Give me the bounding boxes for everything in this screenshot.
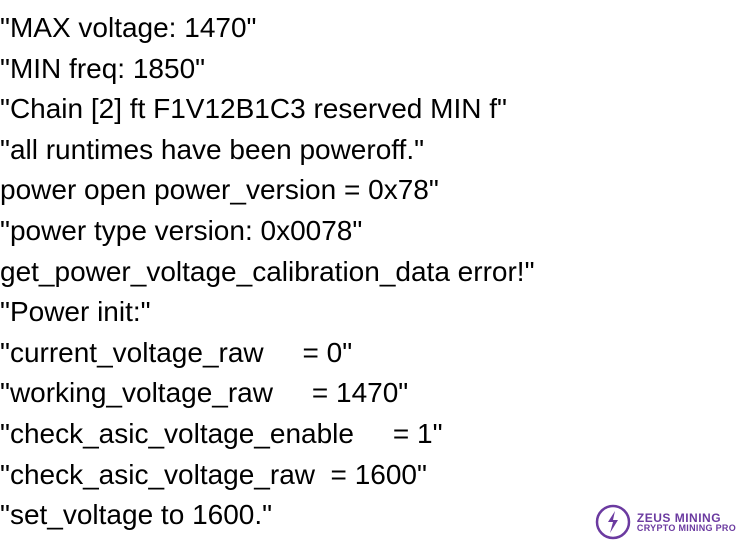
watermark: ZEUS MINING CRYPTO MINING PRO — [595, 504, 736, 540]
log-line: "Power init:" — [0, 292, 750, 333]
watermark-brand: ZEUS MINING — [637, 512, 736, 524]
zeus-logo-icon — [595, 504, 631, 540]
watermark-text: ZEUS MINING CRYPTO MINING PRO — [637, 512, 736, 533]
log-line: "MIN freq: 1850" — [0, 49, 750, 90]
log-line: "check_asic_voltage_raw = 1600" — [0, 455, 750, 496]
log-line: power open power_version = 0x78" — [0, 170, 750, 211]
log-line: "Chain [2] ft F1V12B1C3 reserved MIN f" — [0, 89, 750, 130]
log-line: "power type version: 0x0078" — [0, 211, 750, 252]
log-line: "working_voltage_raw = 1470" — [0, 373, 750, 414]
log-output: "MAX voltage: 1470" "MIN freq: 1850" "Ch… — [0, 8, 750, 536]
log-line: "check_asic_voltage_enable = 1" — [0, 414, 750, 455]
watermark-tagline: CRYPTO MINING PRO — [637, 524, 736, 533]
log-line: "MAX voltage: 1470" — [0, 8, 750, 49]
log-line: "all runtimes have been poweroff." — [0, 130, 750, 171]
log-line: get_power_voltage_calibration_data error… — [0, 252, 750, 293]
log-line: "current_voltage_raw = 0" — [0, 333, 750, 374]
